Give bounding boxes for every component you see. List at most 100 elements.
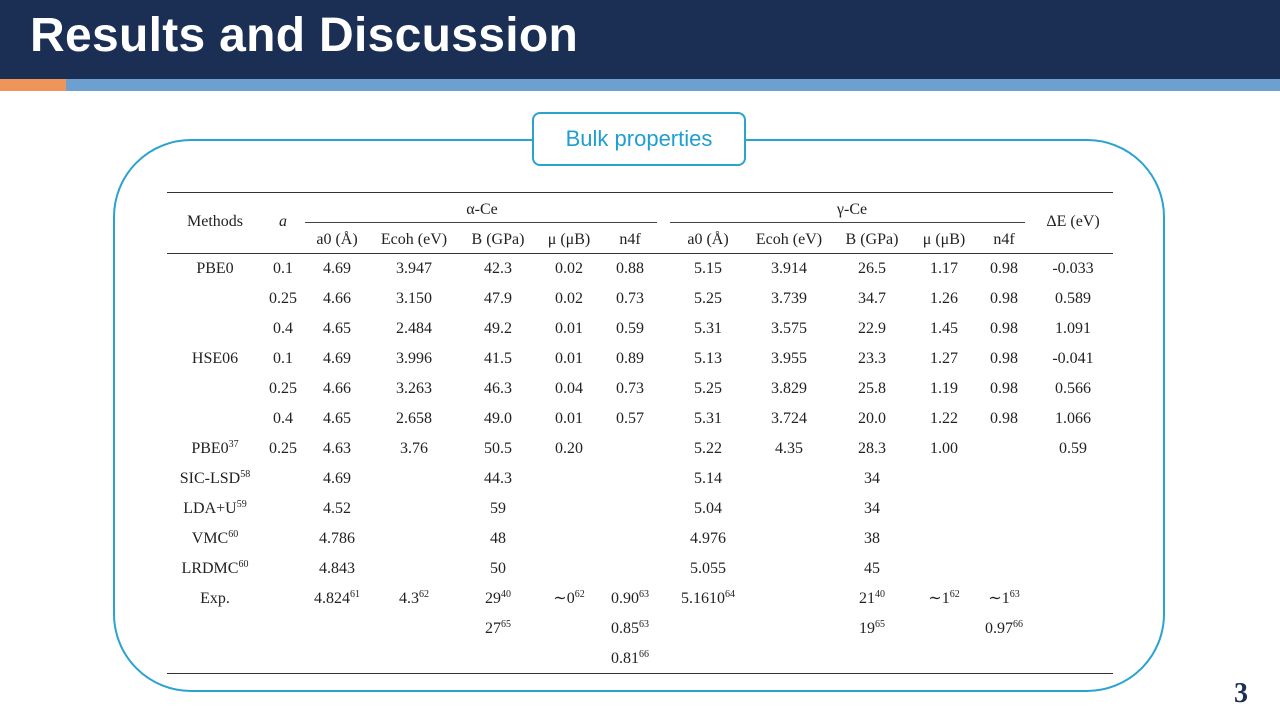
gamma-n4f-cell: 0.98	[990, 290, 1018, 307]
alpha-a0-cell: 4.65	[323, 320, 351, 337]
gamma-b-cell: 2140	[859, 589, 885, 608]
header-gamma-b: B (GPa)	[845, 231, 899, 248]
header-alpha-mu: μ (μB)	[547, 231, 591, 248]
alpha-ecoh-cell: 2.658	[396, 410, 432, 427]
a-cell: 0.25	[269, 440, 297, 457]
alpha-n4f-cell: 0.57	[616, 410, 644, 427]
gamma-mu-cell: ∼162	[928, 589, 960, 608]
alpha-mu-cell: 0.01	[555, 350, 583, 367]
delta-e-cell: -0.033	[1052, 260, 1094, 277]
gamma-a0-cell: 5.31	[694, 410, 722, 427]
header-gamma-ce: γ-Ce	[836, 201, 868, 218]
method-cell: PBE037	[191, 439, 239, 458]
method-cell: VMC60	[191, 529, 239, 548]
gamma-a0-cell: 4.976	[690, 530, 726, 547]
section-label: Bulk properties	[532, 112, 746, 166]
alpha-a0-cell: 4.65	[323, 410, 351, 427]
alpha-a0-cell: 4.66	[323, 290, 351, 307]
alpha-group-rule	[305, 222, 657, 223]
page-number: 3	[1234, 678, 1248, 709]
gamma-mu-cell: 1.00	[930, 440, 958, 457]
alpha-a0-cell: 4.843	[319, 560, 355, 577]
alpha-b-cell: 44.3	[484, 470, 512, 487]
method-cell: LRDMC60	[181, 559, 249, 578]
gamma-ecoh-cell: 3.575	[771, 320, 807, 337]
alpha-n4f-cell: 0.73	[616, 380, 644, 397]
alpha-n4f-cell: 0.73	[616, 290, 644, 307]
delta-e-cell: 0.589	[1055, 290, 1091, 307]
gamma-b-cell: 25.8	[858, 380, 886, 397]
a-cell: 0.1	[273, 350, 293, 367]
gamma-mu-cell: 1.26	[930, 290, 958, 307]
table-bottom-rule	[167, 673, 1113, 674]
alpha-mu-cell: 0.02	[555, 290, 583, 307]
gamma-a0-cell: 5.04	[694, 500, 722, 517]
gamma-a0-cell: 5.14	[694, 470, 722, 487]
delta-e-cell: 0.566	[1055, 380, 1091, 397]
header-alpha-n4f: n4f	[619, 231, 641, 248]
gamma-b-cell: 28.3	[858, 440, 886, 457]
method-cell: PBE0	[196, 260, 234, 277]
alpha-ecoh-cell: 3.76	[400, 440, 428, 457]
a-cell: 0.25	[269, 290, 297, 307]
alpha-a0-cell: 4.66	[323, 380, 351, 397]
header-accent-orange	[0, 79, 66, 91]
alpha-b-cell: 42.3	[484, 260, 512, 277]
header-alpha-ecoh: Ecoh (eV)	[380, 231, 448, 248]
gamma-n4f-cell: 0.98	[990, 260, 1018, 277]
header-alpha-b: B (GPa)	[471, 231, 525, 248]
gamma-b-cell: 26.5	[858, 260, 886, 277]
alpha-mu-cell: 0.20	[555, 440, 583, 457]
gamma-mu-cell: 1.27	[930, 350, 958, 367]
alpha-mu-cell: 0.01	[555, 320, 583, 337]
alpha-a0-cell: 4.52	[323, 500, 351, 517]
table-top-rule	[167, 192, 1113, 193]
a-cell: 0.4	[273, 410, 293, 427]
alpha-n4f-cell: 0.88	[616, 260, 644, 277]
gamma-b-cell: 1965	[859, 619, 885, 638]
header-bottom-rule	[167, 253, 1113, 254]
gamma-a0-cell: 5.161064	[681, 589, 735, 608]
header-alpha-a0: a0 (Å)	[316, 231, 358, 248]
alpha-n4f-cell: 0.9063	[611, 589, 649, 608]
gamma-b-cell: 38	[864, 530, 880, 547]
alpha-a0-cell: 4.63	[323, 440, 351, 457]
header-methods: Methods	[187, 213, 243, 230]
a-cell: 0.25	[269, 380, 297, 397]
gamma-a0-cell: 5.055	[690, 560, 726, 577]
gamma-ecoh-cell: 3.829	[771, 380, 807, 397]
gamma-a0-cell: 5.31	[694, 320, 722, 337]
gamma-ecoh-cell: 3.724	[771, 410, 807, 427]
alpha-ecoh-cell: 3.947	[396, 260, 432, 277]
gamma-n4f-cell: ∼163	[988, 589, 1020, 608]
gamma-mu-cell: 1.45	[930, 320, 958, 337]
alpha-ecoh-cell: 3.263	[396, 380, 432, 397]
delta-e-cell: 1.091	[1055, 320, 1091, 337]
header-gamma-mu: μ (μB)	[922, 231, 966, 248]
delta-e-cell: -0.041	[1052, 350, 1094, 367]
alpha-b-cell: 59	[490, 500, 506, 517]
alpha-n4f-cell: 0.8166	[611, 649, 649, 668]
gamma-b-cell: 34.7	[858, 290, 886, 307]
header-gamma-a0: a0 (Å)	[687, 231, 729, 248]
gamma-b-cell: 45	[864, 560, 880, 577]
method-cell: HSE06	[191, 350, 239, 367]
gamma-n4f-cell: 0.9766	[985, 619, 1023, 638]
method-cell: SIC-LSD58	[179, 469, 251, 488]
method-cell: Exp.	[200, 590, 230, 607]
a-cell: 0.4	[273, 320, 293, 337]
alpha-mu-cell: ∼062	[553, 589, 585, 608]
slide-header: Results and Discussion	[0, 0, 1280, 79]
alpha-b-cell: 48	[490, 530, 506, 547]
alpha-ecoh-cell: 3.996	[396, 350, 432, 367]
gamma-a0-cell: 5.25	[694, 380, 722, 397]
gamma-n4f-cell: 0.98	[990, 380, 1018, 397]
delta-e-cell: 1.066	[1055, 410, 1091, 427]
alpha-ecoh-cell: 4.362	[399, 589, 429, 608]
alpha-b-cell: 49.0	[484, 410, 512, 427]
alpha-n4f-cell: 0.8563	[611, 619, 649, 638]
gamma-ecoh-cell: 3.914	[771, 260, 807, 277]
alpha-b-cell: 50.5	[484, 440, 512, 457]
gamma-a0-cell: 5.15	[694, 260, 722, 277]
alpha-b-cell: 49.2	[484, 320, 512, 337]
